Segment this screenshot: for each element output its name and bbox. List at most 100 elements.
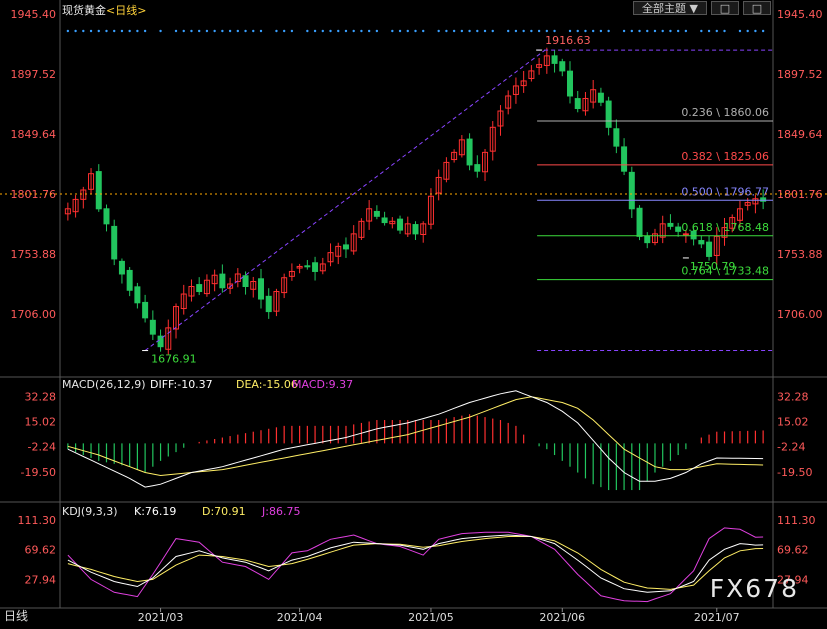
- price-tick-right: 1897.52: [777, 68, 823, 81]
- candle-body: [458, 139, 465, 156]
- candle-body: [543, 55, 550, 66]
- candle-body: [736, 208, 743, 221]
- macd-tick-right: -19.50: [777, 466, 812, 479]
- signal-dot: [754, 29, 757, 33]
- square-icon: □: [751, 2, 763, 15]
- signal-dot: [507, 29, 510, 33]
- signal-dot: [321, 29, 324, 33]
- candle-body: [373, 210, 380, 217]
- candle-body: [242, 275, 249, 288]
- candle-body: [358, 220, 365, 238]
- signal-dot: [159, 29, 162, 33]
- candle-body: [729, 217, 736, 229]
- signal-dot: [113, 29, 116, 33]
- candle-body: [582, 97, 589, 112]
- signal-dot: [460, 29, 464, 33]
- signal-dot: [422, 29, 425, 33]
- signal-dot: [684, 29, 688, 33]
- candle-body: [296, 265, 303, 269]
- price-tick-right: 1849.64: [777, 128, 823, 141]
- candle-body: [651, 233, 658, 244]
- price-tick-right: 1706.00: [777, 308, 823, 321]
- signal-dot: [352, 29, 355, 33]
- signal-dot: [182, 29, 185, 33]
- macd-readout: DEA:-15.06: [236, 378, 298, 391]
- toolbar-button-1[interactable]: □: [711, 1, 739, 15]
- timeframe-label[interactable]: 日线: [4, 609, 29, 623]
- signal-dot: [221, 29, 224, 33]
- x-tick-label: 2021/04: [277, 611, 323, 624]
- kdj-readout: J:86.75: [261, 505, 300, 518]
- signal-dot: [437, 29, 440, 33]
- signal-dot: [530, 29, 533, 33]
- candle-body: [497, 110, 504, 127]
- price-tick-left: 1753.88: [11, 248, 57, 261]
- candle-body: [636, 207, 643, 237]
- signal-dot: [576, 29, 579, 33]
- square-icon: □: [719, 2, 731, 15]
- instrument-header: 现货黄金<日线>: [62, 2, 146, 18]
- kdj-d-line: [67, 536, 764, 590]
- x-tick-label: 2021/07: [694, 611, 740, 624]
- price-tick-right: 1945.40: [777, 8, 823, 21]
- candle-body: [520, 80, 527, 87]
- candle-body: [288, 270, 295, 277]
- watermark: FX678: [709, 574, 799, 603]
- theme-select[interactable]: 全部主题 ▼: [633, 1, 707, 15]
- candle-body: [628, 171, 635, 210]
- signal-dot: [414, 29, 417, 33]
- signal-dot: [259, 29, 263, 33]
- candle-body: [528, 70, 535, 79]
- candle-body: [613, 128, 620, 147]
- signal-dot: [646, 29, 649, 33]
- signal-dot: [290, 29, 294, 33]
- signal-dot: [89, 29, 93, 33]
- signal-dot: [483, 29, 487, 33]
- signal-dot: [244, 29, 247, 33]
- signal-dot: [452, 29, 456, 33]
- signal-dot: [367, 29, 371, 33]
- candle-body: [72, 198, 79, 213]
- kdj-tick-right: 111.30: [777, 514, 816, 527]
- signal-dot: [398, 29, 402, 33]
- candle-body: [142, 301, 149, 319]
- signal-dot: [553, 29, 556, 33]
- period-label[interactable]: <日线>: [106, 4, 147, 17]
- candle-body: [350, 233, 357, 252]
- toolbar-button-2[interactable]: □: [743, 1, 771, 15]
- macd-tick-left: 15.02: [25, 415, 57, 428]
- candle-body: [489, 126, 496, 152]
- candle-body: [675, 226, 682, 232]
- macd-dea-line: [67, 396, 764, 477]
- price-tick-right: 1801.76: [777, 188, 823, 201]
- signal-dot: [406, 29, 409, 33]
- candle-body: [466, 138, 473, 166]
- candle-body: [134, 286, 141, 304]
- x-tick-label: 2021/05: [408, 611, 454, 624]
- price-tick-left: 1897.52: [11, 68, 57, 81]
- signal-dot: [522, 29, 525, 33]
- signal-dot: [360, 29, 363, 33]
- macd-readout: DIFF:-10.37: [150, 378, 213, 391]
- signal-dot: [143, 29, 147, 33]
- candle-body: [219, 273, 226, 289]
- recent-low-label: 1750.79: [690, 260, 736, 273]
- kdj-title: KDJ(9,3,3): [62, 505, 118, 518]
- candle-body: [752, 198, 759, 205]
- macd-title: MACD(26,12,9): [62, 378, 146, 391]
- candle-body: [211, 274, 218, 285]
- signal-dot: [136, 29, 139, 33]
- kdj-tick-left: 69.62: [25, 544, 57, 557]
- kdj-k-line: [67, 534, 764, 593]
- signal-dot: [568, 29, 572, 33]
- macd-tick-right: -2.24: [777, 441, 805, 454]
- candle-body: [404, 223, 411, 235]
- macd-tick-right: 32.28: [777, 390, 809, 403]
- candle-body: [559, 61, 566, 72]
- candle-body: [621, 146, 628, 172]
- signal-dot: [669, 29, 672, 33]
- candle-body: [597, 92, 604, 103]
- candle-body: [88, 173, 95, 190]
